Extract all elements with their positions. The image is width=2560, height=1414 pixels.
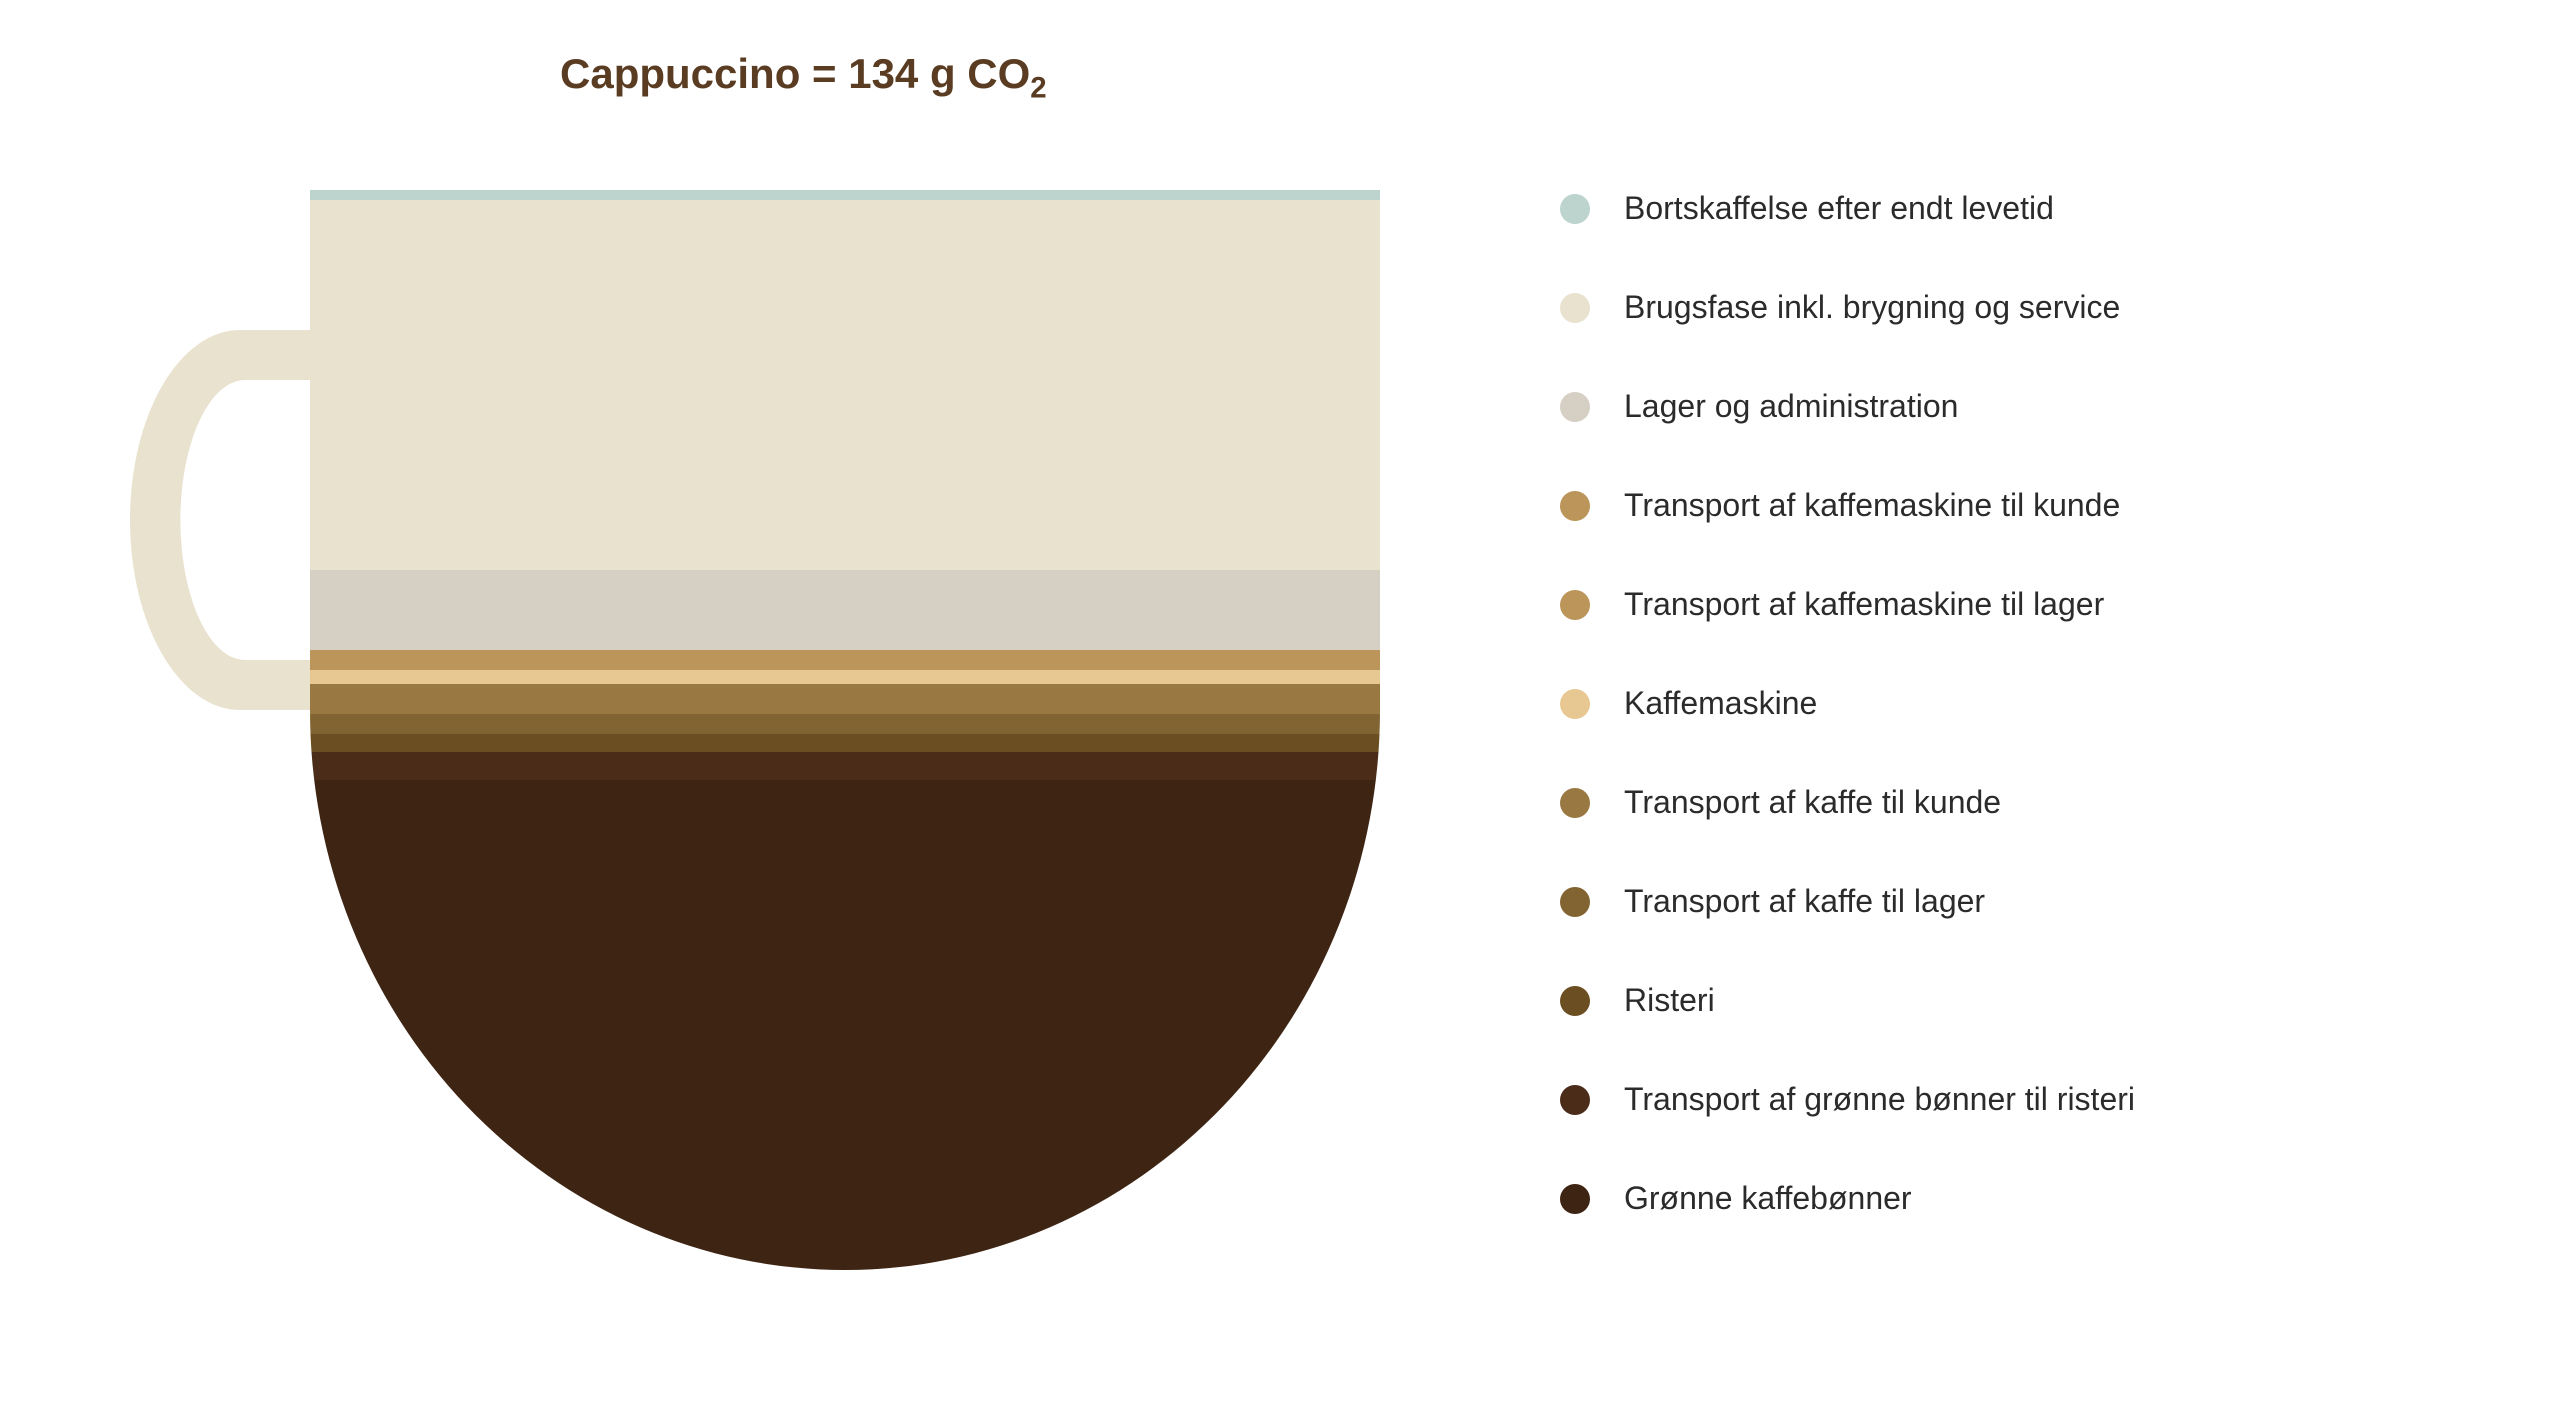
legend-swatch xyxy=(1560,293,1590,323)
layer-warehouse_admin xyxy=(130,570,1390,650)
legend-row: Risteri xyxy=(1560,982,2135,1019)
cup-layers xyxy=(130,190,1390,1280)
legend-label: Transport af kaffemaskine til lager xyxy=(1624,586,2104,623)
legend: Bortskaffelse efter endt levetid Brugsfas… xyxy=(1560,190,2135,1217)
legend-row: Transport af kaffe til lager xyxy=(1560,883,2135,920)
layer-coffee_machine xyxy=(130,670,1390,684)
legend-label: Transport af kaffemaskine til kunde xyxy=(1624,487,2120,524)
legend-swatch xyxy=(1560,788,1590,818)
legend-swatch xyxy=(1560,194,1590,224)
layer-roastery xyxy=(130,734,1390,752)
legend-swatch xyxy=(1560,986,1590,1016)
layer-disposal xyxy=(130,190,1390,200)
legend-swatch xyxy=(1560,1085,1590,1115)
legend-label: Kaffemaskine xyxy=(1624,685,1817,722)
legend-label: Bortskaffelse efter endt levetid xyxy=(1624,190,2054,227)
legend-row: Kaffemaskine xyxy=(1560,685,2135,722)
legend-label: Grønne kaffebønner xyxy=(1624,1180,1912,1217)
title-text: Cappuccino = 134 g CO xyxy=(560,50,1030,97)
layer-transport_coffee_wh xyxy=(130,714,1390,734)
legend-row: Lager og administration xyxy=(1560,388,2135,425)
infographic-stage: Cappuccino = 134 g CO2 Bortskaffelse eft… xyxy=(0,0,2560,1414)
legend-row: Transport af kaffemaskine til kunde xyxy=(1560,487,2135,524)
legend-label: Transport af kaffe til lager xyxy=(1624,883,1985,920)
legend-swatch xyxy=(1560,392,1590,422)
chart-title: Cappuccino = 134 g CO2 xyxy=(560,50,1047,105)
cup-graphic xyxy=(130,190,1390,1280)
legend-row: Brugsfase inkl. brygning og service xyxy=(1560,289,2135,326)
legend-row: Transport af kaffe til kunde xyxy=(1560,784,2135,821)
legend-label: Risteri xyxy=(1624,982,1715,1019)
legend-swatch xyxy=(1560,689,1590,719)
legend-label: Transport af grønne bønner til risteri xyxy=(1624,1081,2135,1118)
layer-green_beans xyxy=(130,780,1390,1280)
layer-use_phase xyxy=(130,200,1390,570)
layer-transport_machine_cust xyxy=(130,650,1390,664)
legend-row: Grønne kaffebønner xyxy=(1560,1180,2135,1217)
legend-label: Transport af kaffe til kunde xyxy=(1624,784,2001,821)
layer-transport_green_roast xyxy=(130,752,1390,780)
legend-swatch xyxy=(1560,491,1590,521)
layer-transport_machine_wh xyxy=(130,664,1390,670)
legend-label: Brugsfase inkl. brygning og service xyxy=(1624,289,2120,326)
legend-swatch xyxy=(1560,590,1590,620)
cup-handle xyxy=(130,330,330,710)
layer-transport_coffee_cust xyxy=(130,684,1390,714)
title-subscript: 2 xyxy=(1030,71,1046,104)
legend-swatch xyxy=(1560,1184,1590,1214)
legend-row: Transport af kaffemaskine til lager xyxy=(1560,586,2135,623)
legend-swatch xyxy=(1560,887,1590,917)
legend-row: Transport af grønne bønner til risteri xyxy=(1560,1081,2135,1118)
legend-label: Lager og administration xyxy=(1624,388,1958,425)
legend-row: Bortskaffelse efter endt levetid xyxy=(1560,190,2135,227)
